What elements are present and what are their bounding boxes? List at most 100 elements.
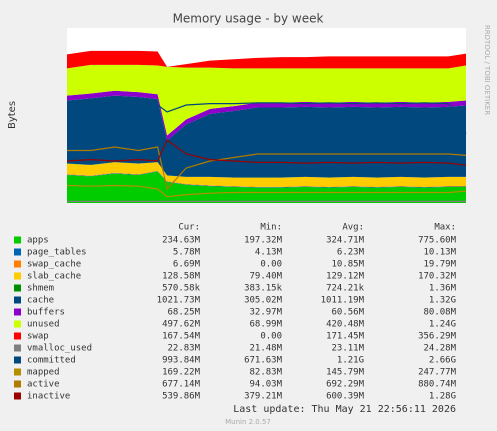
legend-stat: 324.71M	[326, 236, 365, 246]
legend-stat: 197.32M	[244, 236, 283, 246]
legend-swatch	[14, 368, 21, 376]
legend-label: swap	[27, 332, 49, 342]
legend-stat: 1021.73M	[157, 296, 201, 306]
legend-stat: 383.15k	[244, 284, 283, 294]
legend-label: active	[27, 380, 60, 390]
legend-stat: 4.13M	[255, 248, 283, 258]
line-mapped	[66, 184, 467, 198]
legend-stat: 497.62M	[162, 320, 201, 330]
legend-stat: 1.28G	[429, 392, 456, 402]
legend-stat: 379.21M	[244, 392, 283, 402]
legend-stat: 170.32M	[418, 272, 457, 282]
legend-stat: 677.14M	[162, 380, 201, 390]
legend-label: cache	[27, 296, 54, 306]
legend-stat: 22.83M	[167, 344, 200, 354]
legend-swatch	[14, 344, 21, 352]
legend-stat: 880.74M	[418, 380, 457, 390]
legend-stat: 94.03M	[249, 380, 282, 390]
line-inactive	[66, 139, 467, 166]
stat-header: Max:	[434, 223, 456, 233]
legend-label: inactive	[27, 392, 70, 402]
legend-stat: 0.00	[260, 332, 282, 342]
legend-stat: 10.13M	[423, 248, 456, 258]
legend-stat: 2.66G	[429, 356, 456, 366]
area-cache	[67, 95, 466, 178]
legend-stat: 32.97M	[249, 308, 282, 318]
legend-label: committed	[27, 356, 76, 366]
legend-label: apps	[27, 236, 49, 246]
y-axis-label: Bytes	[7, 101, 18, 129]
stat-header: Avg:	[342, 223, 364, 233]
legend-swatch	[14, 272, 21, 280]
legend-swatch	[14, 260, 21, 268]
legend-stat: 128.58M	[162, 272, 201, 282]
legend-stat: 167.54M	[162, 332, 201, 342]
legend-stat: 305.02M	[244, 296, 283, 306]
legend-stat: 24.28M	[423, 344, 456, 354]
legend-stat: 10.85M	[331, 260, 364, 270]
legend-stat: 60.56M	[331, 308, 364, 318]
legend-label: page_tables	[27, 248, 87, 258]
legend-swatch	[14, 248, 21, 256]
legend-stat: 420.48M	[326, 320, 365, 330]
legend-stat: 23.11M	[331, 344, 364, 354]
legend-stat: 21.48M	[249, 344, 282, 354]
legend-stat: 82.83M	[249, 368, 282, 378]
legend-stat: 80.08M	[423, 308, 456, 318]
legend-stat: 79.40M	[249, 272, 282, 282]
legend-stat: 724.21k	[326, 284, 365, 294]
legend-stat: 775.60M	[418, 236, 457, 246]
legend-label: unused	[27, 320, 60, 330]
legend-stat: 5.78M	[173, 248, 201, 258]
legend-stat: 129.12M	[326, 272, 365, 282]
legend-swatch	[14, 308, 21, 316]
legend-stat: 19.79M	[423, 260, 456, 270]
legend-stat: 68.25M	[167, 308, 200, 318]
legend-swatch	[14, 356, 21, 364]
legend-swatch	[14, 284, 21, 292]
legend-swatch	[14, 392, 21, 400]
lines	[66, 100, 467, 202]
legend: Cur: Min: Avg: Max: apps 234.63M 197.32M 324.71…	[14, 223, 457, 402]
areas	[67, 50, 466, 203]
line-active	[67, 146, 467, 191]
area-unused	[67, 64, 466, 136]
legend-stat: 570.58k	[162, 284, 201, 294]
legend-swatch	[14, 320, 21, 328]
stat-header: Cur:	[178, 223, 200, 233]
legend-swatch	[14, 380, 21, 388]
legend-stat: 247.77M	[418, 368, 457, 378]
legend-stat: 671.63M	[244, 356, 283, 366]
side-label: RRDTOOL / TOBI OETIKER	[483, 25, 491, 115]
stat-header: Min:	[260, 223, 282, 233]
chart-title: Memory usage - by week	[173, 12, 324, 26]
legend-stat: 0.00	[260, 260, 282, 270]
legend-stat: 1.24G	[429, 320, 456, 330]
legend-stat: 1.21G	[337, 356, 364, 366]
legend-stat: 6.69M	[173, 260, 201, 270]
legend-stat: 356.29M	[418, 332, 457, 342]
legend-stat: 145.79M	[326, 368, 365, 378]
legend-swatch	[14, 332, 21, 340]
legend-stat: 6.23M	[337, 248, 365, 258]
line-committed	[67, 100, 467, 135]
legend-stat: 169.22M	[162, 368, 201, 378]
area-slab-cache	[67, 162, 466, 187]
footer: Munin 2.0.57	[225, 418, 271, 426]
legend-label: slab_cache	[27, 272, 81, 282]
legend-label: swap_cache	[27, 260, 81, 270]
area-swap	[67, 50, 466, 69]
area-apps	[67, 171, 466, 203]
legend-stat: 539.86M	[162, 392, 201, 402]
legend-stat: 600.39M	[326, 392, 365, 402]
legend-label: shmem	[27, 284, 54, 294]
legend-stat: 1.36M	[429, 284, 457, 294]
legend-label: mapped	[27, 368, 60, 378]
last-update: Last update: Thu May 21 22:56:11 2026	[233, 404, 456, 415]
legend-stat: 993.84M	[162, 356, 201, 366]
legend-stat: 68.99M	[249, 320, 282, 330]
legend-stat: 1.32G	[429, 296, 456, 306]
legend-label: vmalloc_used	[27, 344, 92, 354]
